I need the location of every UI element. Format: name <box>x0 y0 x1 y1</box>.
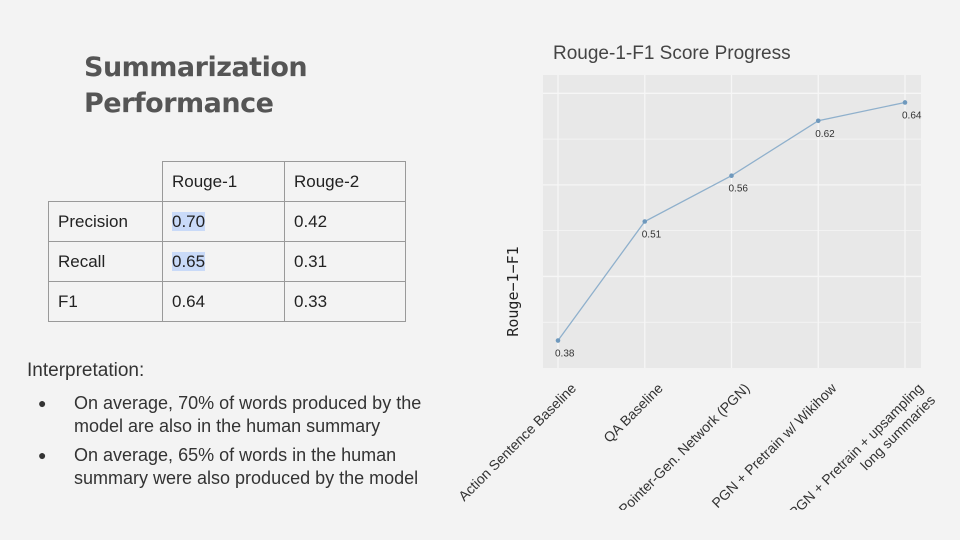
row-label-f1: F1 <box>48 281 163 322</box>
data-point <box>555 338 561 343</box>
data-label: 0.51 <box>642 230 662 241</box>
table-corner-cell <box>48 161 163 202</box>
slide-title: Summarization Performance <box>84 50 308 122</box>
x-tick-label-line: QA Baseline <box>600 380 666 446</box>
x-tick-label: Action Sentence Baseline <box>455 380 579 504</box>
f1-rouge-1: 0.64 <box>162 281 285 322</box>
interpretation-heading: Interpretation: <box>27 360 145 381</box>
interpretation-bullet-1: ● On average, 70% of words produced by t… <box>38 392 458 438</box>
recall-rouge-2: 0.31 <box>284 241 406 282</box>
chart-title: Rouge-1-F1 Score Progress <box>553 43 791 64</box>
data-label: 0.64 <box>902 110 922 121</box>
interpretation-list: ● On average, 70% of words produced by t… <box>38 392 458 496</box>
data-point <box>902 100 908 105</box>
row-label-recall: Recall <box>48 241 163 282</box>
recall-rouge-1-value: 0.65 <box>172 251 206 271</box>
precision-rouge-1-value: 0.70 <box>172 211 206 231</box>
table-row-f1: F1 0.64 0.33 <box>48 281 406 322</box>
x-tick-label: QA Baseline <box>600 380 666 446</box>
row-label-precision: Precision <box>48 201 163 242</box>
interpretation-text-1: On average, 70% of words produced by the… <box>74 393 422 436</box>
precision-rouge-1: 0.70 <box>162 201 285 242</box>
y-axis-label: Rouge−1−F1 <box>504 246 522 336</box>
data-point <box>815 118 821 124</box>
f1-rouge-2: 0.33 <box>284 281 406 322</box>
bullet-dot-icon: ● <box>38 395 47 411</box>
rouge-f1-line-chart: 0.38 0.51 0.56 0.62 0.64 Rouge−1−F1 Action Sen… <box>455 75 938 510</box>
slide-title-line-2: Performance <box>84 88 274 119</box>
data-point <box>642 219 648 224</box>
bullet-dot-icon: ● <box>38 447 47 463</box>
header-rouge-2: Rouge-2 <box>284 161 406 202</box>
x-tick-label-line: PGN + Pretrain + upsampling <box>786 380 927 510</box>
data-label: 0.38 <box>555 349 575 360</box>
table-row-precision: Precision 0.70 0.42 <box>48 201 406 242</box>
table-row-recall: Recall 0.65 0.31 <box>48 241 406 282</box>
recall-rouge-1: 0.65 <box>162 241 285 282</box>
precision-rouge-2: 0.42 <box>284 201 406 242</box>
metrics-table: Rouge-1 Rouge-2 Precision 0.70 0.42 Reca… <box>48 161 406 322</box>
slide-title-line-1: Summarization <box>84 52 308 83</box>
data-label: 0.56 <box>729 184 749 195</box>
interpretation-bullet-2: ● On average, 65% of words in the human … <box>38 444 458 490</box>
header-rouge-1: Rouge-1 <box>162 161 285 202</box>
data-point <box>729 173 734 179</box>
table-header-row: Rouge-1 Rouge-2 <box>48 161 406 202</box>
data-label: 0.62 <box>815 129 835 140</box>
x-tick-label-line: Action Sentence Baseline <box>455 380 579 504</box>
interpretation-text-2: On average, 65% of words in the human su… <box>74 445 419 488</box>
